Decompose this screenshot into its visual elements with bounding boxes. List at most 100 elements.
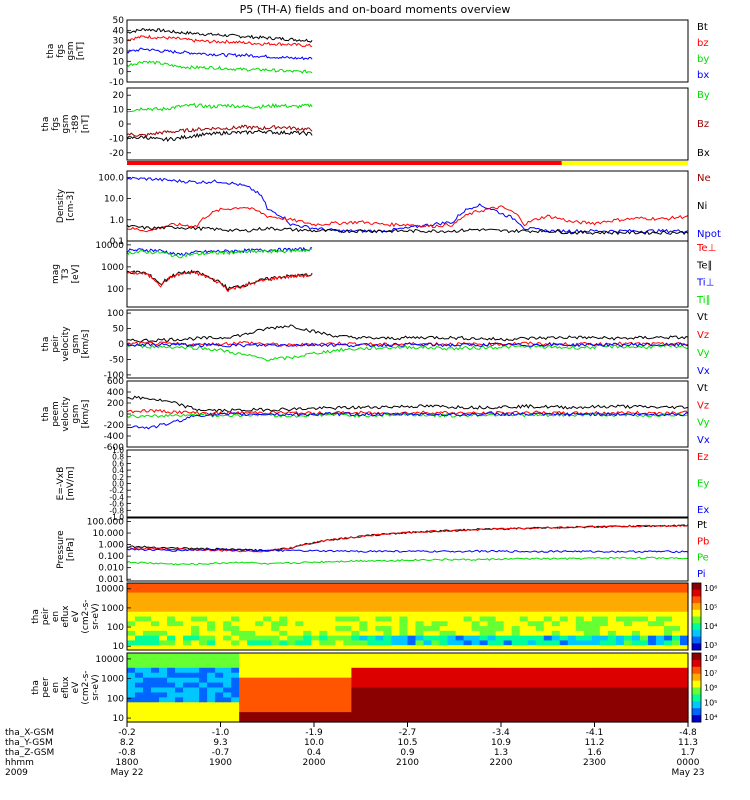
- colorbar-segment: [692, 666, 701, 675]
- heatmap-cell: [463, 592, 473, 598]
- heatmap-cell: [551, 653, 561, 659]
- heatmap-cell: [207, 626, 216, 632]
- heatmap-cell: [167, 697, 176, 703]
- heatmap-cell: [415, 640, 425, 646]
- heatmap-cell: [439, 645, 449, 651]
- heatmap-cell: [367, 630, 377, 637]
- y-tick-label: -400: [104, 432, 125, 442]
- y-tick-label: 10.0: [104, 195, 124, 205]
- heatmap-cell: [199, 662, 208, 669]
- heatmap-cell: [559, 672, 569, 679]
- heatmap-cell: [551, 583, 561, 589]
- heatmap-cell: [191, 592, 200, 598]
- heatmap-cell: [223, 583, 232, 589]
- heatmap-cell: [479, 712, 489, 718]
- heatmap-cell: [575, 630, 585, 637]
- heatmap-cell: [495, 616, 505, 622]
- heatmap-cell: [439, 677, 449, 684]
- heatmap-cell: [503, 635, 513, 642]
- heatmap-cell: [671, 587, 681, 594]
- y-tick-label: 10: [113, 106, 125, 116]
- heatmap-cell: [215, 717, 224, 723]
- heatmap-cell: [391, 602, 401, 608]
- heatmap-cell: [183, 672, 192, 679]
- heatmap-cell: [167, 640, 176, 646]
- heatmap-cell: [127, 672, 136, 679]
- figure-title: P5 (TH-A) fields and on-board moments ov…: [240, 3, 511, 16]
- heatmap-cell: [215, 587, 224, 594]
- heatmap-cell: [623, 657, 633, 664]
- heatmap-cell: [511, 606, 521, 613]
- heatmap-cell: [375, 702, 385, 708]
- heatmap-cell: [663, 712, 673, 718]
- heatmap-cell: [647, 592, 657, 598]
- heatmap-cell: [151, 682, 160, 689]
- heatmap-cell: [295, 587, 304, 594]
- y-tick-label: 0: [118, 340, 124, 350]
- heatmap-cell: [415, 606, 425, 613]
- heatmap-cell: [223, 587, 232, 594]
- heatmap-cell: [319, 712, 328, 718]
- legend-entry: bz: [697, 38, 709, 49]
- heatmap-cell: [655, 717, 665, 723]
- heatmap-cell: [615, 635, 625, 642]
- heatmap-cell: [343, 583, 352, 589]
- heatmap-cell: [407, 712, 417, 718]
- heatmap-cell: [311, 587, 320, 594]
- heatmap-cell: [511, 717, 521, 723]
- y-axis-label-line: [nPa]: [66, 538, 76, 561]
- heatmap-cell: [495, 611, 505, 618]
- heatmap-cell: [535, 677, 545, 684]
- heatmap-cell: [135, 692, 144, 698]
- heatmap-cell: [207, 662, 216, 669]
- heatmap-cell: [215, 602, 224, 608]
- heatmap-cell: [383, 687, 393, 694]
- y-tick-label: 100: [107, 309, 124, 319]
- heatmap-cell: [255, 621, 264, 627]
- heatmap-cell: [167, 682, 176, 689]
- heatmap-cell: [175, 597, 184, 603]
- heatmap-cell: [351, 657, 361, 664]
- heatmap-cell: [559, 697, 569, 703]
- x-tick-label: 11.3: [678, 738, 698, 748]
- y-axis-label-line: -t89: [71, 115, 81, 134]
- heatmap-cell: [519, 597, 529, 603]
- heatmap-cell: [583, 657, 593, 664]
- heatmap-cell: [431, 645, 441, 651]
- heatmap-cell: [455, 592, 465, 598]
- heatmap-cell: [607, 583, 617, 589]
- heatmap-cell: [591, 687, 601, 694]
- heatmap-cell: [399, 692, 409, 698]
- heatmap-cell: [223, 667, 232, 674]
- heatmap-cell: [239, 662, 248, 669]
- heatmap-cell: [199, 583, 208, 589]
- heatmap-cell: [167, 677, 176, 684]
- heatmap-cell: [215, 626, 224, 632]
- heatmap-cell: [279, 645, 288, 651]
- heatmap-cell: [295, 592, 304, 598]
- heatmap-cell: [479, 717, 489, 723]
- y-axis-label-line: gsm: [71, 334, 81, 353]
- heatmap-cell: [567, 611, 577, 618]
- heatmap-cell: [623, 667, 633, 674]
- heatmap-cell: [319, 662, 328, 669]
- heatmap-cell: [183, 583, 192, 589]
- heatmap-cell: [287, 606, 296, 613]
- heatmap-cell: [215, 653, 224, 659]
- heatmap-cell: [591, 602, 601, 608]
- heatmap-cell: [439, 640, 449, 646]
- heatmap-cell: [263, 602, 272, 608]
- heatmap-cell: [391, 592, 401, 598]
- x-tick-label: May 22: [111, 768, 144, 778]
- heatmap-cell: [263, 682, 272, 689]
- heatmap-cell: [615, 677, 625, 684]
- heatmap-cell: [527, 677, 537, 684]
- heatmap-cell: [439, 692, 449, 698]
- heatmap-cell: [663, 592, 673, 598]
- heatmap-cell: [591, 645, 601, 651]
- heatmap-cell: [375, 687, 385, 694]
- heatmap-cell: [639, 611, 649, 618]
- heatmap-cell: [167, 626, 176, 632]
- heatmap-cell: [351, 635, 361, 642]
